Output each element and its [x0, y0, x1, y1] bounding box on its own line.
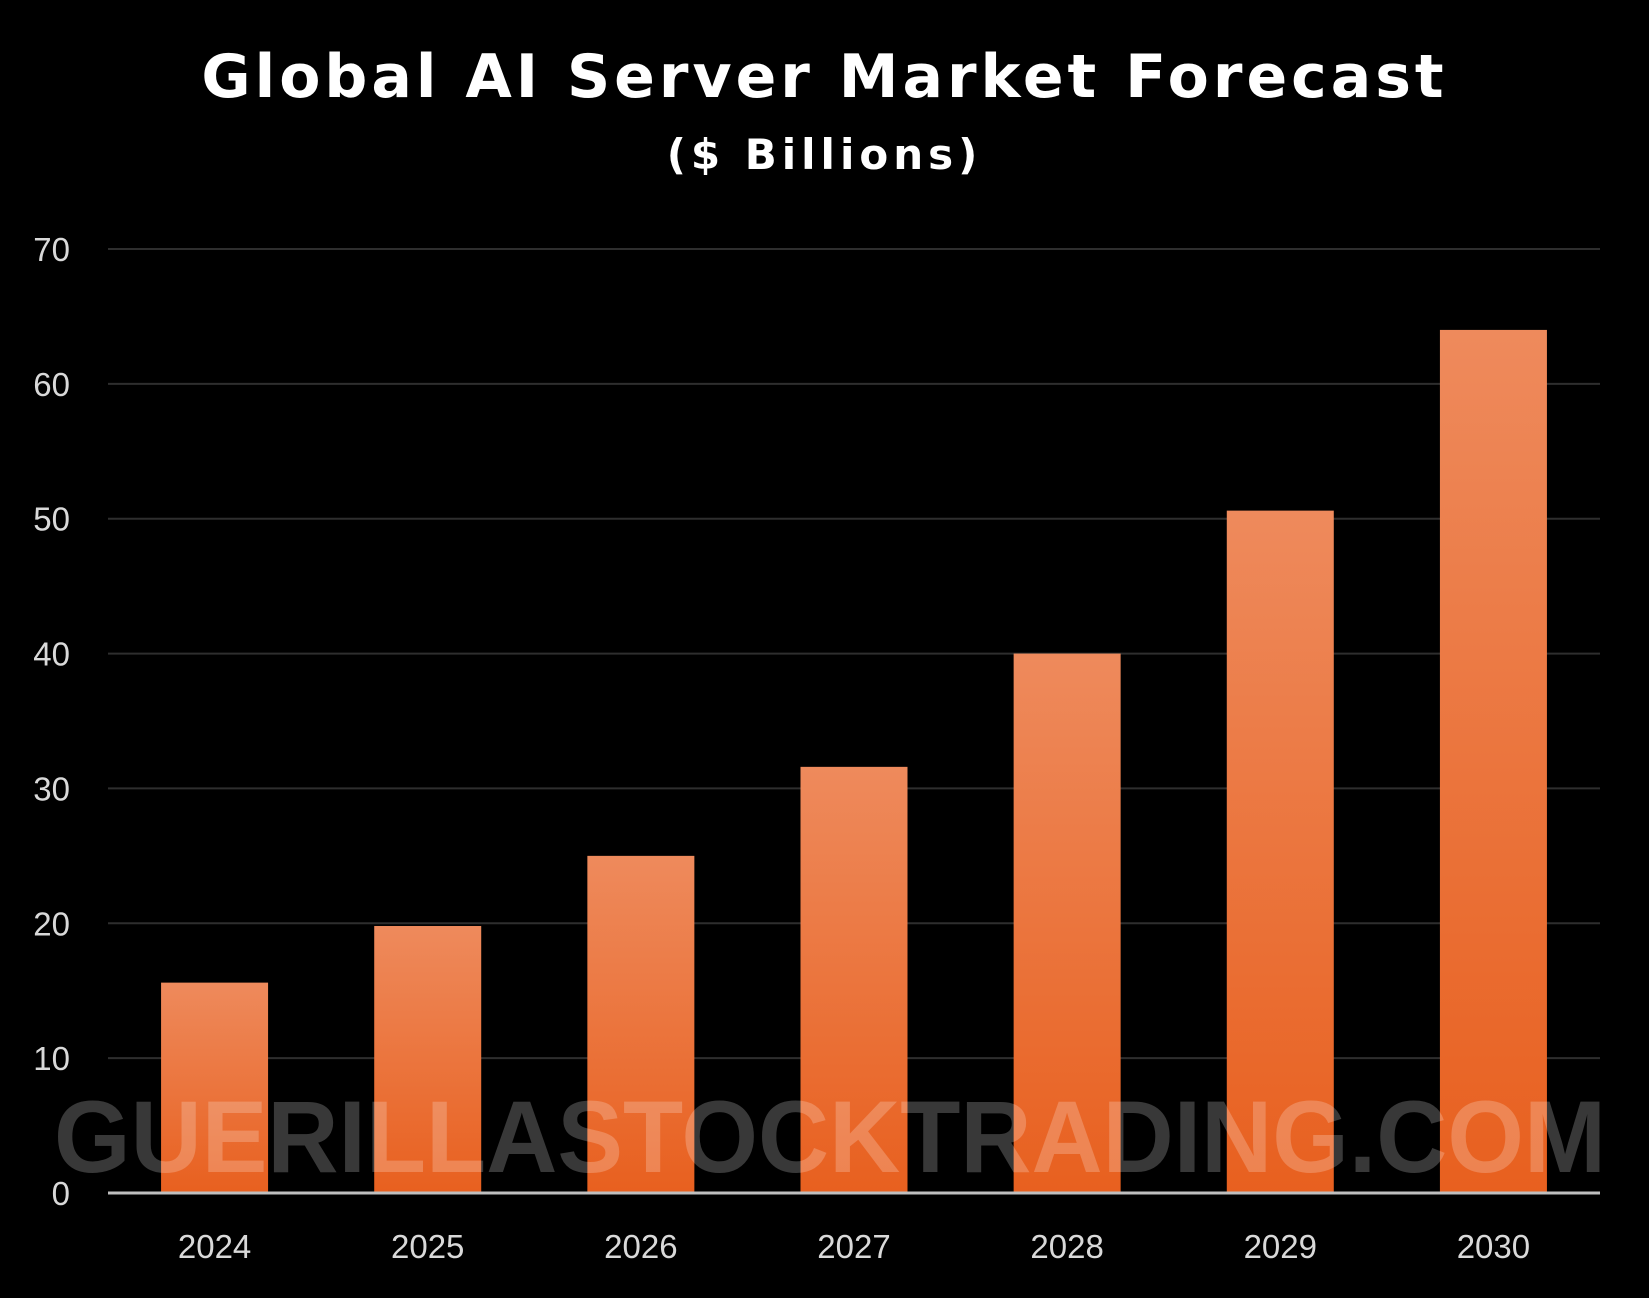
x-tick-label: 2026	[604, 1228, 677, 1265]
x-tick-label: 2027	[817, 1228, 890, 1265]
y-tick-label: 60	[33, 366, 70, 403]
chart-title: Global AI Server Market Forecast	[201, 42, 1448, 112]
bar-2028	[1013, 653, 1121, 1193]
x-tick-label: 2028	[1030, 1228, 1103, 1265]
bar-2027	[800, 766, 908, 1193]
x-tick-label: 2025	[391, 1228, 464, 1265]
y-tick-label: 30	[33, 770, 70, 807]
y-axis-tick-labels: 0 10 20 30 40 50 60 70	[33, 231, 70, 1212]
y-tick-label: 70	[33, 231, 70, 268]
y-tick-label: 0	[52, 1175, 70, 1212]
x-tick-label: 2029	[1244, 1228, 1317, 1265]
watermark-text: GUERILLASTOCKTRADING.COM	[54, 1080, 1606, 1194]
bar-2029	[1226, 510, 1334, 1193]
y-tick-label: 40	[33, 636, 70, 673]
y-tick-label: 10	[33, 1040, 70, 1077]
x-tick-label: 2030	[1457, 1228, 1530, 1265]
chart-subtitle: ($ Billions)	[666, 130, 983, 179]
bar-2025	[374, 925, 482, 1193]
x-tick-label: 2024	[178, 1228, 251, 1265]
bar-2024	[161, 982, 269, 1193]
bars	[161, 329, 1547, 1193]
y-tick-label: 50	[33, 501, 70, 538]
bar-2030	[1439, 329, 1547, 1193]
x-axis-tick-labels: 2024 2025 2026 2027 2028 2029 2030	[178, 1228, 1530, 1265]
bar-2026	[587, 855, 695, 1193]
y-tick-label: 20	[33, 905, 70, 942]
